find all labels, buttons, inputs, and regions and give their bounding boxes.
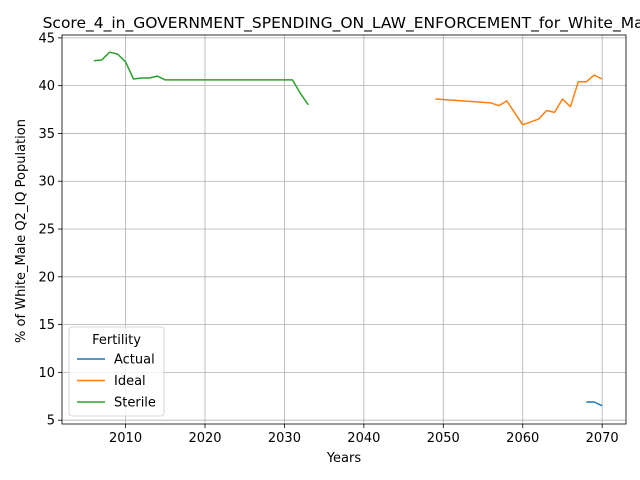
series-line-actual <box>586 401 603 407</box>
legend-label-sterile: Sterile <box>114 396 156 411</box>
y-axis-label: % of White_Male Q2_IQ Population <box>14 119 29 343</box>
x-tick-label: 2040 <box>347 431 380 446</box>
y-tick-label: 30 <box>38 175 55 190</box>
series-lines <box>93 51 603 407</box>
legend-label-ideal: Ideal <box>114 374 146 389</box>
legend-box <box>68 326 165 417</box>
chart-title: Score_4_in_GOVERNMENT_SPENDING_ON_LAW_EN… <box>43 14 640 33</box>
x-tick-label: 2030 <box>268 431 301 446</box>
y-tick-label: 10 <box>38 366 55 381</box>
series-line-ideal <box>435 74 603 126</box>
plot-frame <box>61 34 627 425</box>
y-tick-label: 20 <box>38 270 55 285</box>
x-tick-label: 2010 <box>109 431 142 446</box>
series-line-sterile <box>93 51 309 106</box>
y-tick-label: 40 <box>38 79 55 94</box>
y-tick-label: 35 <box>38 127 55 142</box>
x-axis-label: Years <box>326 451 362 466</box>
y-tick-label: 15 <box>38 318 55 333</box>
x-tick-label: 2020 <box>188 431 221 446</box>
x-tick-label: 2060 <box>506 431 539 446</box>
axes: 2010 2020 2030 2040 2050 2060 2070 5 10 15 20 25 30 3… <box>38 31 627 446</box>
x-tick-label: 2070 <box>586 431 619 446</box>
legend-label-actual: Actual <box>114 353 155 368</box>
legend-title: Fertility <box>92 333 141 348</box>
y-tick-label: 5 <box>47 414 55 429</box>
x-tick-label: 2050 <box>427 431 460 446</box>
legend: Fertility Actual Ideal Sterile <box>68 326 165 417</box>
y-tick-label: 25 <box>38 223 55 238</box>
y-tick-label: 45 <box>38 31 55 46</box>
